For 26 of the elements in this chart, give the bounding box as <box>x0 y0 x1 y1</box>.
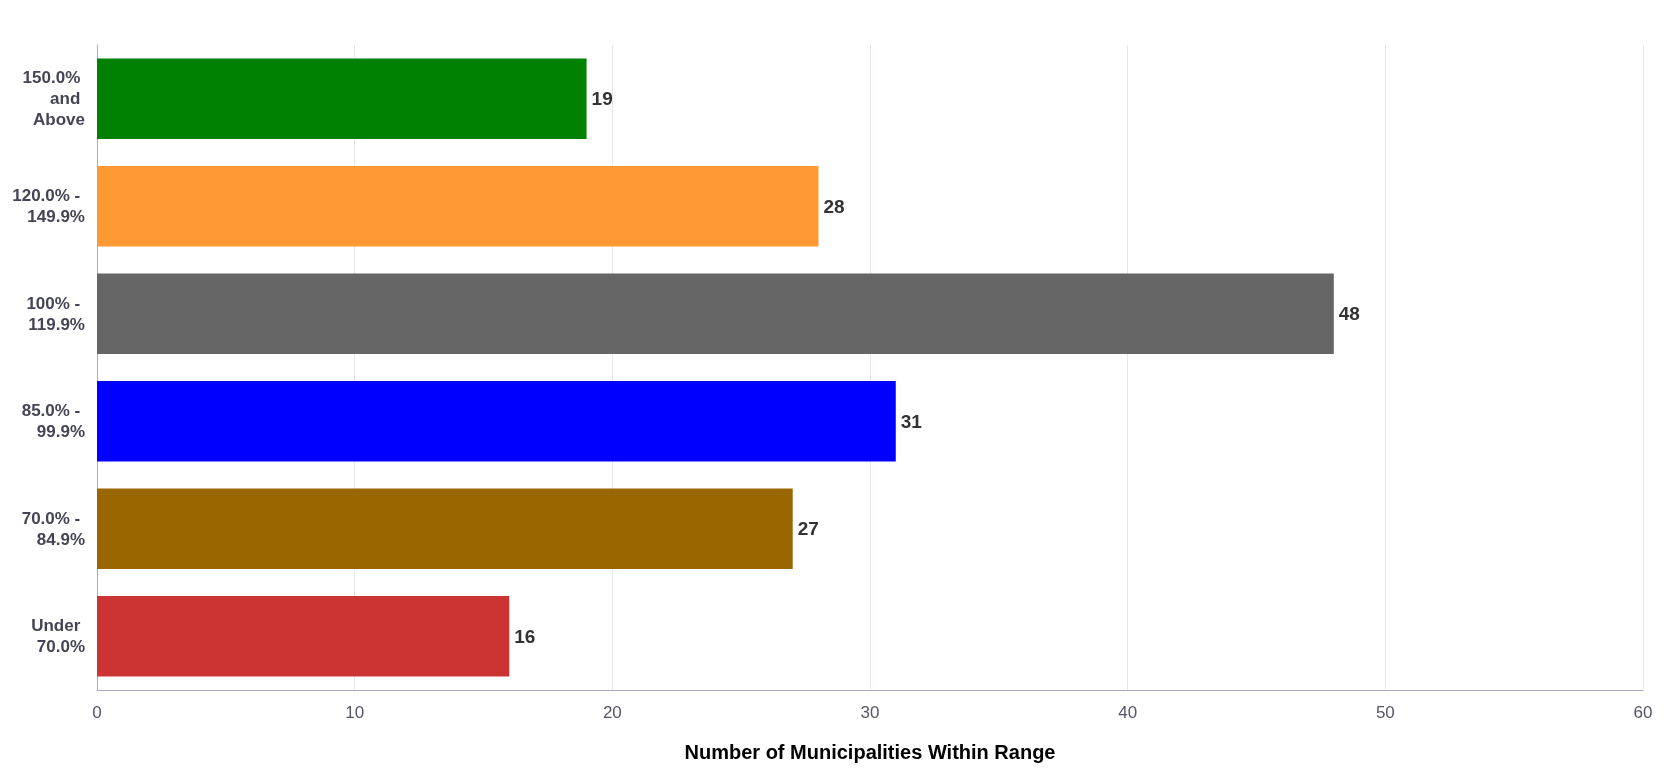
bar <box>97 273 1334 355</box>
x-tick-label: 50 <box>1375 703 1395 722</box>
bar <box>97 165 819 247</box>
data-label: 31 <box>900 410 923 432</box>
y-tick-label: 150.0% and Above <box>22 68 85 130</box>
x-tick-label: 30 <box>860 703 880 722</box>
y-tick-label: Under 70.0% <box>31 616 85 657</box>
bar <box>97 595 510 677</box>
x-tick-label: 10 <box>345 703 365 722</box>
bar <box>97 58 587 140</box>
x-tick-label: 20 <box>602 703 622 722</box>
data-label: 19 <box>591 88 613 110</box>
x-axis-title: Number of Municipalities Within Range <box>684 741 1056 763</box>
x-tick-label: 40 <box>1118 703 1138 722</box>
y-tick-label: 70.0% - 84.9% <box>21 508 85 549</box>
x-tick-label: 60 <box>1633 703 1653 722</box>
data-label: 27 <box>797 518 819 540</box>
y-tick-label: 85.0% - 99.9% <box>21 401 85 442</box>
y-tick-label: 120.0% - 149.9% <box>12 186 85 227</box>
data-label: 48 <box>1338 303 1360 325</box>
data-label: 16 <box>514 625 536 647</box>
y-tick-label: 100% - 119.9% <box>26 293 85 334</box>
bar <box>97 488 793 570</box>
x-tick-label: 0 <box>92 703 102 722</box>
bar <box>97 380 896 462</box>
data-label: 28 <box>823 195 845 217</box>
